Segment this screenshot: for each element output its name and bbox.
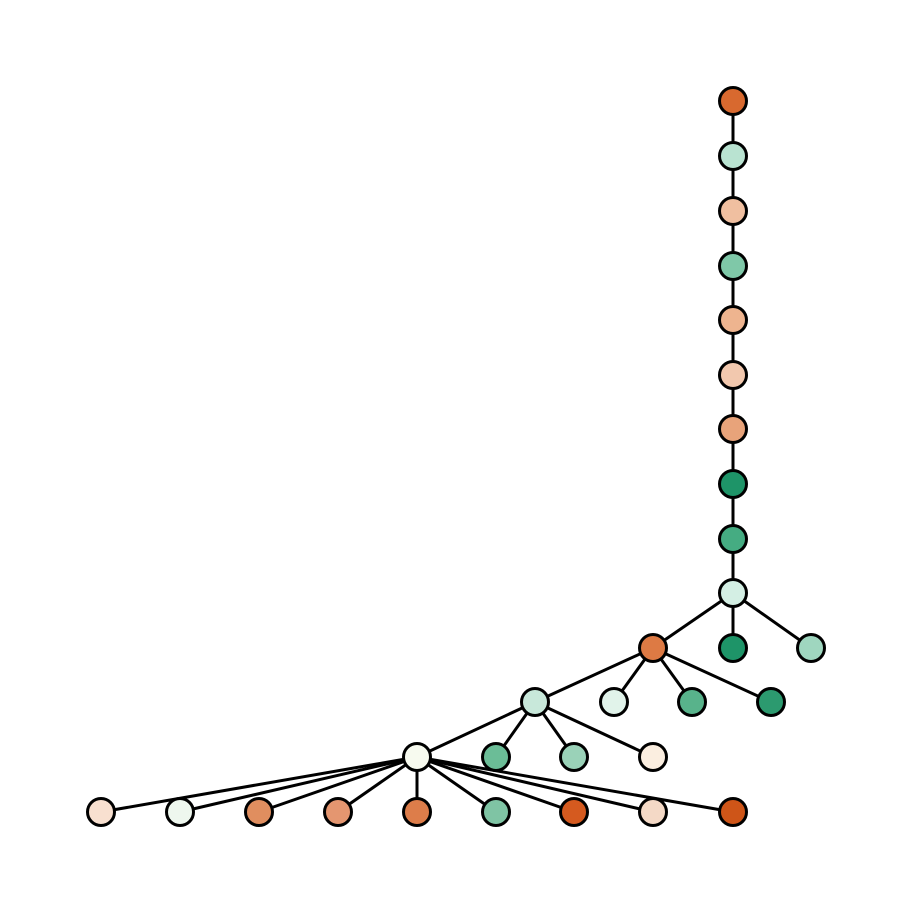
edge bbox=[534, 700, 654, 759]
node bbox=[520, 687, 550, 717]
edge bbox=[416, 755, 575, 814]
edge bbox=[652, 646, 772, 704]
node bbox=[638, 797, 668, 827]
nodes bbox=[86, 86, 826, 827]
node bbox=[718, 797, 748, 827]
edge bbox=[416, 700, 536, 759]
edge bbox=[258, 755, 418, 814]
node bbox=[244, 797, 274, 827]
edge bbox=[732, 591, 812, 650]
node bbox=[638, 742, 668, 772]
node bbox=[86, 797, 116, 827]
node bbox=[402, 742, 432, 772]
node bbox=[718, 633, 748, 663]
edge bbox=[534, 646, 654, 704]
node bbox=[756, 687, 786, 717]
node bbox=[718, 414, 748, 444]
edge bbox=[652, 591, 734, 650]
node bbox=[718, 86, 748, 116]
node bbox=[718, 578, 748, 608]
node bbox=[718, 251, 748, 281]
node bbox=[718, 469, 748, 499]
edge bbox=[416, 755, 654, 814]
node bbox=[796, 633, 826, 663]
edge bbox=[416, 755, 734, 814]
edge bbox=[416, 755, 497, 814]
edge bbox=[337, 755, 418, 814]
node bbox=[718, 141, 748, 171]
node bbox=[481, 742, 511, 772]
node bbox=[718, 524, 748, 554]
node bbox=[165, 797, 195, 827]
node bbox=[559, 797, 589, 827]
edge bbox=[179, 755, 418, 814]
node bbox=[402, 797, 432, 827]
node bbox=[718, 305, 748, 335]
node bbox=[323, 797, 353, 827]
edge bbox=[100, 755, 418, 814]
node bbox=[559, 742, 589, 772]
node bbox=[677, 687, 707, 717]
node bbox=[599, 687, 629, 717]
node bbox=[481, 797, 511, 827]
node bbox=[638, 633, 668, 663]
node bbox=[718, 360, 748, 390]
node bbox=[718, 196, 748, 226]
